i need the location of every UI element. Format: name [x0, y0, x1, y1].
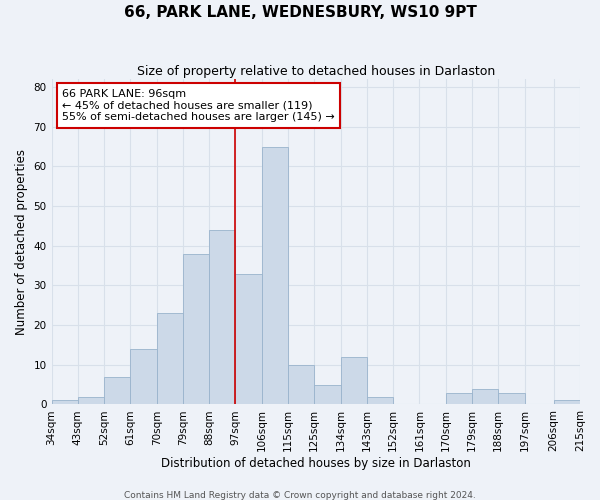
- Bar: [262, 146, 288, 404]
- Bar: [472, 388, 498, 404]
- Bar: [157, 313, 183, 404]
- Bar: [288, 365, 314, 405]
- Bar: [78, 396, 104, 404]
- Bar: [130, 349, 157, 405]
- Title: Size of property relative to detached houses in Darlaston: Size of property relative to detached ho…: [137, 65, 495, 78]
- Bar: [498, 392, 524, 404]
- Bar: [314, 384, 341, 404]
- Bar: [52, 400, 78, 404]
- X-axis label: Distribution of detached houses by size in Darlaston: Distribution of detached houses by size …: [161, 457, 471, 470]
- Bar: [446, 392, 472, 404]
- Bar: [183, 254, 209, 404]
- Text: Contains HM Land Registry data © Crown copyright and database right 2024.: Contains HM Land Registry data © Crown c…: [124, 490, 476, 500]
- Bar: [235, 274, 262, 404]
- Bar: [209, 230, 235, 404]
- Text: 66 PARK LANE: 96sqm
← 45% of detached houses are smaller (119)
55% of semi-detac: 66 PARK LANE: 96sqm ← 45% of detached ho…: [62, 89, 335, 122]
- Y-axis label: Number of detached properties: Number of detached properties: [15, 149, 28, 335]
- Bar: [367, 396, 393, 404]
- Bar: [554, 400, 580, 404]
- Bar: [104, 376, 130, 404]
- Text: 66, PARK LANE, WEDNESBURY, WS10 9PT: 66, PARK LANE, WEDNESBURY, WS10 9PT: [124, 5, 476, 20]
- Bar: [341, 357, 367, 405]
